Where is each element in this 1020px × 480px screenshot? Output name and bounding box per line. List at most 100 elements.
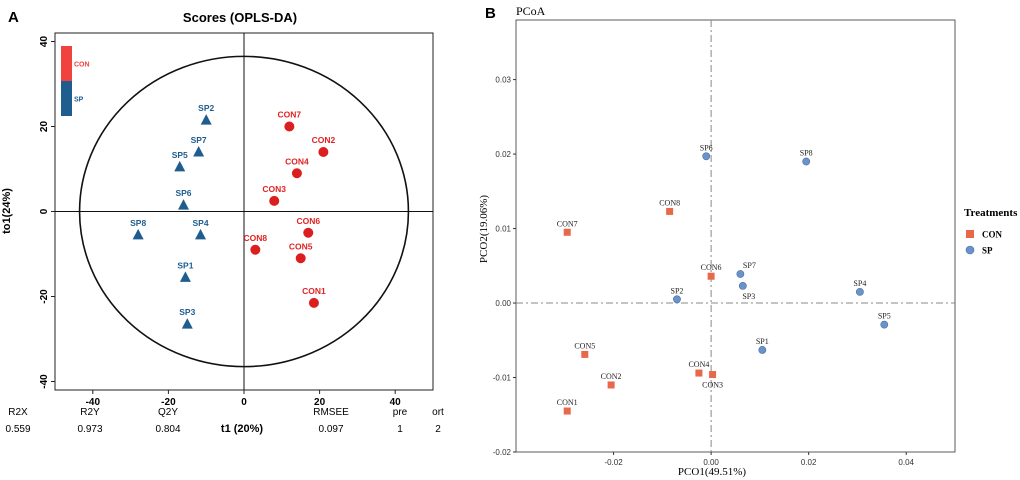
chart-b-point-con6 <box>707 272 715 280</box>
chart-a-stats-value: 0.097 <box>318 424 343 435</box>
chart-a-point-label: SP4 <box>192 218 208 228</box>
chart-a-xtick-label: 40 <box>390 397 402 408</box>
chart-a-ytick-label: 0 <box>39 208 50 214</box>
chart-a-point-label: CON1 <box>302 286 326 296</box>
chart-b-legend-label: SP <box>982 246 993 256</box>
chart-a-point-label: SP1 <box>177 260 193 270</box>
chart-a-point-label: CON2 <box>312 135 336 145</box>
chart-a-point-con7 <box>284 121 295 132</box>
chart-b-point-label: CON6 <box>701 263 722 272</box>
chart-a-xtick-label: -40 <box>86 397 101 408</box>
chart-a-ytick-label: 20 <box>39 121 50 133</box>
chart-a-stats-value: 1 <box>397 424 403 435</box>
chart-b-xtick-label: 0.04 <box>898 458 914 467</box>
chart-b-legend-swatch-con <box>966 230 974 238</box>
chart-a-stats-header: RMSEE <box>313 407 349 418</box>
chart-a-stats-header: Q2Y <box>158 407 178 418</box>
chart-a-stats-header: pre <box>393 407 408 418</box>
chart-b-point-sp4 <box>855 287 864 296</box>
chart-b-title: PCoA <box>516 4 546 18</box>
chart-a-point-con3 <box>269 195 280 206</box>
chart-a-xtick-label: -20 <box>161 397 176 408</box>
chart-a-point-label: CON8 <box>244 233 268 243</box>
chart-a-point-con1 <box>308 297 319 308</box>
chart-a-stats-header: R2X <box>8 407 28 418</box>
chart-b-point-con1 <box>563 407 571 415</box>
chart-b-xtick-label: -0.02 <box>604 458 623 467</box>
chart-a-point-label: SP5 <box>172 150 188 160</box>
panel-b-label: B <box>485 5 496 22</box>
chart-a-xtick-label: 20 <box>314 397 326 408</box>
chart-a-point-label: CON3 <box>262 184 286 194</box>
chart-b-point-label: CON3 <box>702 381 723 390</box>
chart-b-point-con8 <box>666 207 674 215</box>
chart-a-point-con8 <box>250 244 261 255</box>
chart-a-ylabel: to1(24%) <box>1 188 13 234</box>
chart-b-point-con2 <box>607 381 615 389</box>
chart-a-legend-swatch-sp <box>61 81 72 116</box>
chart-b-frame <box>515 19 956 453</box>
panel-a-label: A <box>8 9 19 26</box>
chart-a-confidence-ellipse <box>78 55 410 368</box>
chart-b-point-con5 <box>581 350 589 358</box>
chart-a-ytick-label: 40 <box>39 36 50 48</box>
chart-b-point-label: SP5 <box>878 312 891 321</box>
chart-b-point-label: SP2 <box>671 286 684 295</box>
chart-a-stats-header: ort <box>432 407 444 418</box>
chart-b-point-sp5 <box>880 320 889 329</box>
chart-a-point-sp8 <box>132 228 144 240</box>
chart-a-point-con4 <box>291 168 302 179</box>
chart-b-ylabel: PCO2(19.06%) <box>478 195 490 263</box>
chart-a-xlabel: t1 (20%) <box>221 423 264 435</box>
chart-a-ytick-label: -20 <box>39 289 50 304</box>
chart-a-point-label: CON6 <box>296 216 320 226</box>
chart-a-title: Scores (OPLS-DA) <box>183 10 297 25</box>
chart-b-point-label: CON5 <box>574 341 595 350</box>
chart-a-ytick-label: -40 <box>39 374 50 389</box>
chart-a-legend-label: SP <box>74 97 84 104</box>
chart-a-point-sp2 <box>200 114 212 125</box>
chart-a-legend-label: CON <box>74 62 90 69</box>
chart-b-point-label: SP6 <box>700 143 713 152</box>
chart-b-legend-label: CON <box>982 230 1003 240</box>
chart-b-point-label: SP4 <box>853 279 866 288</box>
chart-a-legend-swatch-con <box>61 46 72 81</box>
chart-a-point-con2 <box>318 147 329 157</box>
chart-b-point-label: SP8 <box>800 149 813 158</box>
chart-a-point-sp4 <box>195 228 207 240</box>
chart-b-xtick-label: 0.02 <box>801 458 817 467</box>
chart-b-legend-title: Treatments <box>964 207 1018 219</box>
chart-b-xlabel: PCO1(49.51%) <box>678 466 746 478</box>
chart-a-point-sp3 <box>181 318 193 329</box>
chart-b-point-label: CON2 <box>601 372 622 381</box>
chart-a-stats-value: 0.973 <box>77 424 102 435</box>
chart-b-ytick-label: 0.03 <box>495 76 511 85</box>
chart-b-xtick-label: 0.00 <box>703 458 719 467</box>
chart-b-point-label: CON1 <box>557 398 578 407</box>
chart-a-point-label: CON5 <box>289 241 313 251</box>
chart-b-point-label: CON4 <box>688 360 709 369</box>
chart-b-point-label: SP3 <box>742 292 755 301</box>
chart-a-stats-value: 0.804 <box>155 424 180 435</box>
chart-a-stats-value: 2 <box>435 424 441 435</box>
chart-a-point-sp6 <box>178 199 190 210</box>
chart-b-point-con3 <box>709 371 717 379</box>
chart-a-point-label: CON7 <box>278 110 302 120</box>
chart-b-point-label: CON8 <box>659 198 680 207</box>
chart-b-point-sp3 <box>738 282 747 290</box>
chart-a-point-sp7 <box>193 146 205 157</box>
chart-b-plot: -0.02 0.00 0.02 0.04 -0.02 -0.01 0.00 0.01 0.02 0… <box>493 19 1003 467</box>
chart-b-ytick-label: 0.01 <box>495 225 511 234</box>
chart-a-point-label: SP2 <box>198 103 214 113</box>
chart-a-stats-value: 0.559 <box>5 424 30 435</box>
chart-a-point-sp5 <box>174 160 186 172</box>
chart-a-point-con6 <box>303 227 314 238</box>
chart-b-point-sp7 <box>736 270 745 278</box>
chart-b-point-con4 <box>695 369 703 377</box>
chart-a-point-label: SP7 <box>191 135 207 145</box>
chart-a-point-sp1 <box>179 271 191 282</box>
chart-a-stats-header: R2Y <box>80 407 100 418</box>
chart-b-legend-swatch-sp <box>965 245 975 255</box>
chart-b-ytick-label: -0.02 <box>493 448 512 457</box>
chart-a-point-label: SP6 <box>175 188 191 198</box>
